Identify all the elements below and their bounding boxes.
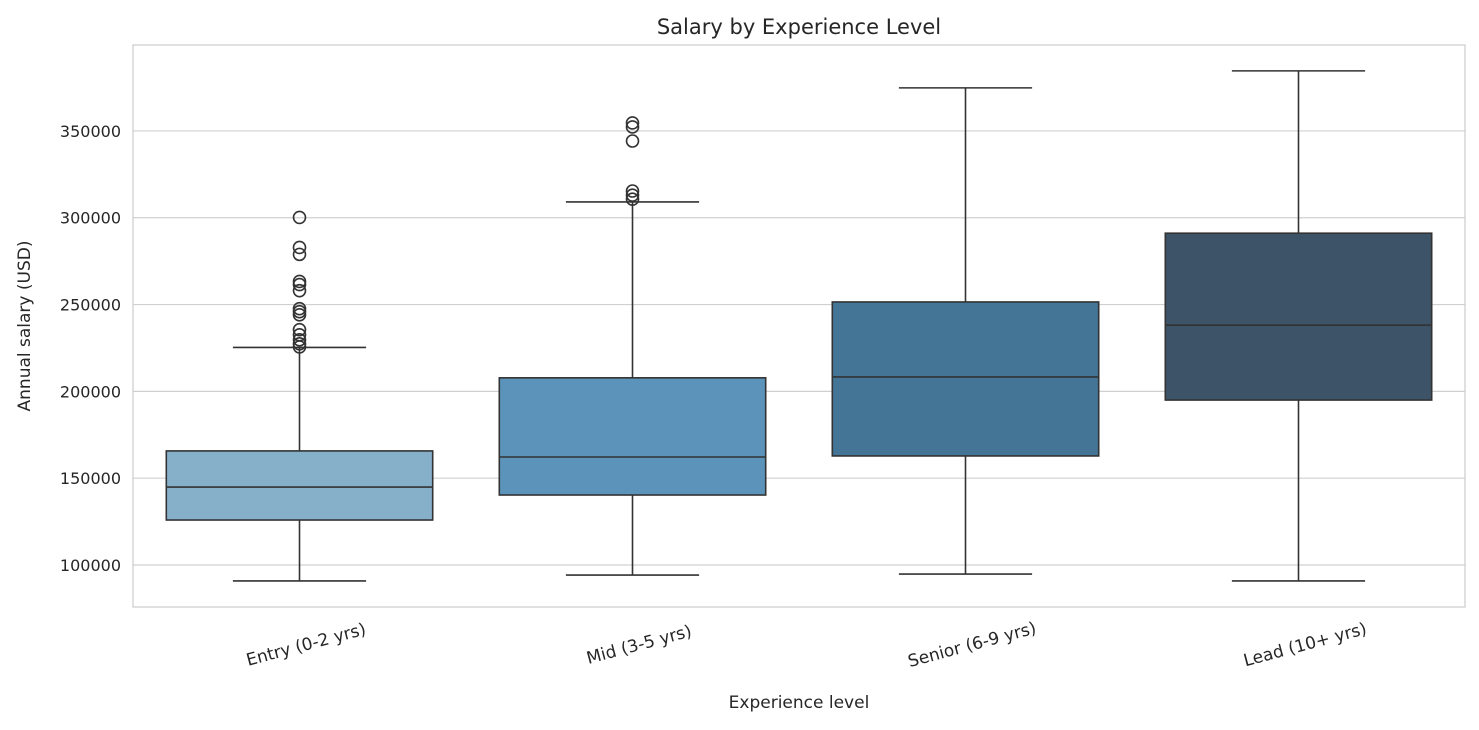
y-tick-label: 100000 xyxy=(60,556,121,575)
x-tick-label: Senior (6-9 yrs) xyxy=(906,618,1039,671)
x-tick-label: Mid (3-5 yrs) xyxy=(584,622,693,669)
y-tick-label: 200000 xyxy=(60,382,121,401)
outlier-point xyxy=(625,120,640,134)
outlier-point xyxy=(292,277,307,292)
outlier-point xyxy=(292,240,307,255)
y-axis-label: Annual salary (USD) xyxy=(15,241,35,412)
outlier-point xyxy=(625,188,640,202)
iqr-box xyxy=(831,301,1100,457)
outlier-point xyxy=(625,116,640,130)
y-tick-label: 150000 xyxy=(60,469,121,488)
y-tick-label: 250000 xyxy=(60,296,121,315)
outlier-point xyxy=(292,283,307,298)
chart-title: Salary by Experience Level xyxy=(657,15,941,39)
plot-frame xyxy=(132,44,1466,608)
y-tick-label: 300000 xyxy=(60,209,121,228)
outlier-point xyxy=(292,210,307,225)
outlier-point xyxy=(292,247,307,262)
x-tick-label: Lead (10+ yrs) xyxy=(1241,619,1369,671)
outlier-point xyxy=(292,308,307,322)
outlier-point xyxy=(625,134,640,148)
outlier-point xyxy=(625,192,640,206)
x-axis-label: Experience level xyxy=(729,693,870,713)
outlier-point xyxy=(625,184,640,198)
x-tick-label: Entry (0-2 yrs) xyxy=(244,620,368,671)
outlier-point xyxy=(292,333,307,347)
iqr-box xyxy=(165,450,434,521)
outlier-point xyxy=(292,340,307,354)
iqr-box xyxy=(498,377,767,496)
outlier-point xyxy=(292,322,307,337)
iqr-box xyxy=(1164,232,1433,401)
y-tick-label: 350000 xyxy=(60,122,121,141)
